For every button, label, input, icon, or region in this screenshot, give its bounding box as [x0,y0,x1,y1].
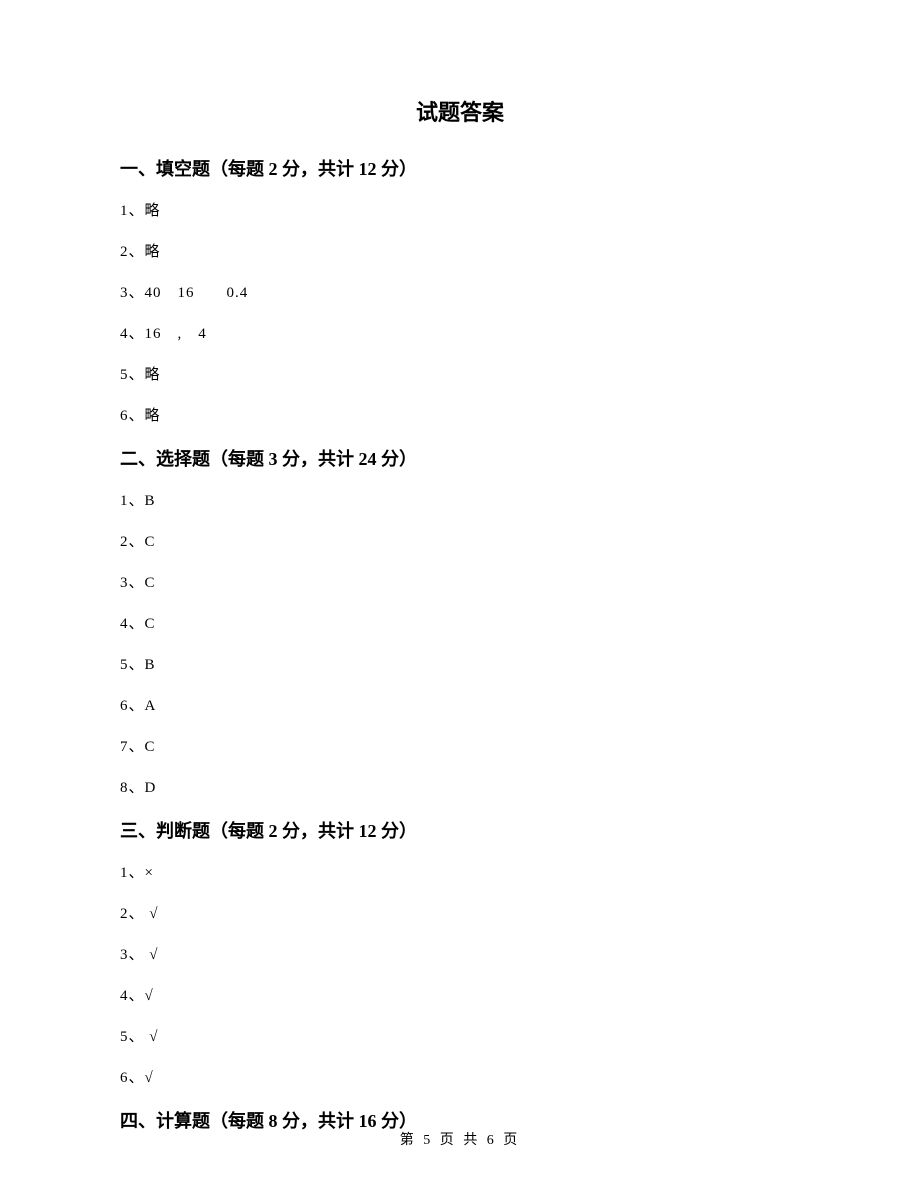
answer-item: 1、B [120,489,800,510]
answer-item: 4、√ [120,984,800,1005]
answer-item: 7、C [120,735,800,756]
answer-item: 2、C [120,530,800,551]
section-1-header: 一、填空题（每题 2 分，共计 12 分） [120,155,800,181]
answer-item: 6、A [120,694,800,715]
answer-item: 8、D [120,776,800,797]
answer-item: 5、B [120,653,800,674]
answer-item: 4、16 , 4 [120,322,800,343]
page-footer: 第 5 页 共 6 页 [0,1129,920,1149]
answer-item: 2、 √ [120,902,800,923]
answer-item: 2、略 [120,240,800,261]
answer-item: 3、C [120,571,800,592]
answer-item: 3、40 16 0.4 [120,281,800,302]
answer-item: 5、略 [120,363,800,384]
answer-item: 5、 √ [120,1025,800,1046]
answer-item: 1、× [120,861,800,882]
page-content: 试题答案 一、填空题（每题 2 分，共计 12 分） 1、略 2、略 3、40 … [0,0,920,1133]
answer-item: 3、 √ [120,943,800,964]
answer-item: 6、√ [120,1066,800,1087]
document-title: 试题答案 [120,95,800,127]
answer-item: 4、C [120,612,800,633]
section-2-header: 二、选择题（每题 3 分，共计 24 分） [120,445,800,471]
answer-item: 6、略 [120,404,800,425]
answer-item: 1、略 [120,199,800,220]
section-3-header: 三、判断题（每题 2 分，共计 12 分） [120,817,800,843]
